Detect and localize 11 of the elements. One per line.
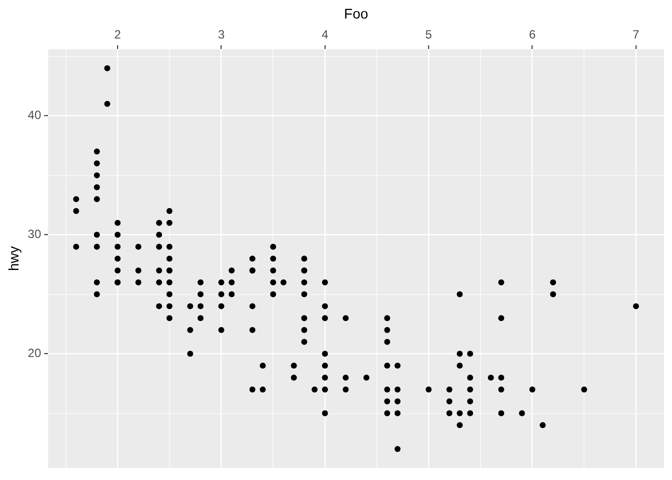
x-tick-label: 5	[425, 27, 432, 42]
x-axis-title: Foo	[344, 5, 368, 22]
y-tick-label: 30	[28, 227, 42, 242]
y-axis-title: hwy	[5, 246, 22, 272]
x-tick-label: 2	[114, 27, 122, 42]
x-tick-label: 6	[528, 27, 536, 42]
y-tick-label: 20	[28, 346, 42, 360]
x-tick-label: 3	[218, 27, 225, 42]
y-tick-label: 40	[28, 108, 42, 122]
x-tick-label: 4	[322, 27, 329, 42]
x-tick-label: 7	[632, 27, 640, 42]
